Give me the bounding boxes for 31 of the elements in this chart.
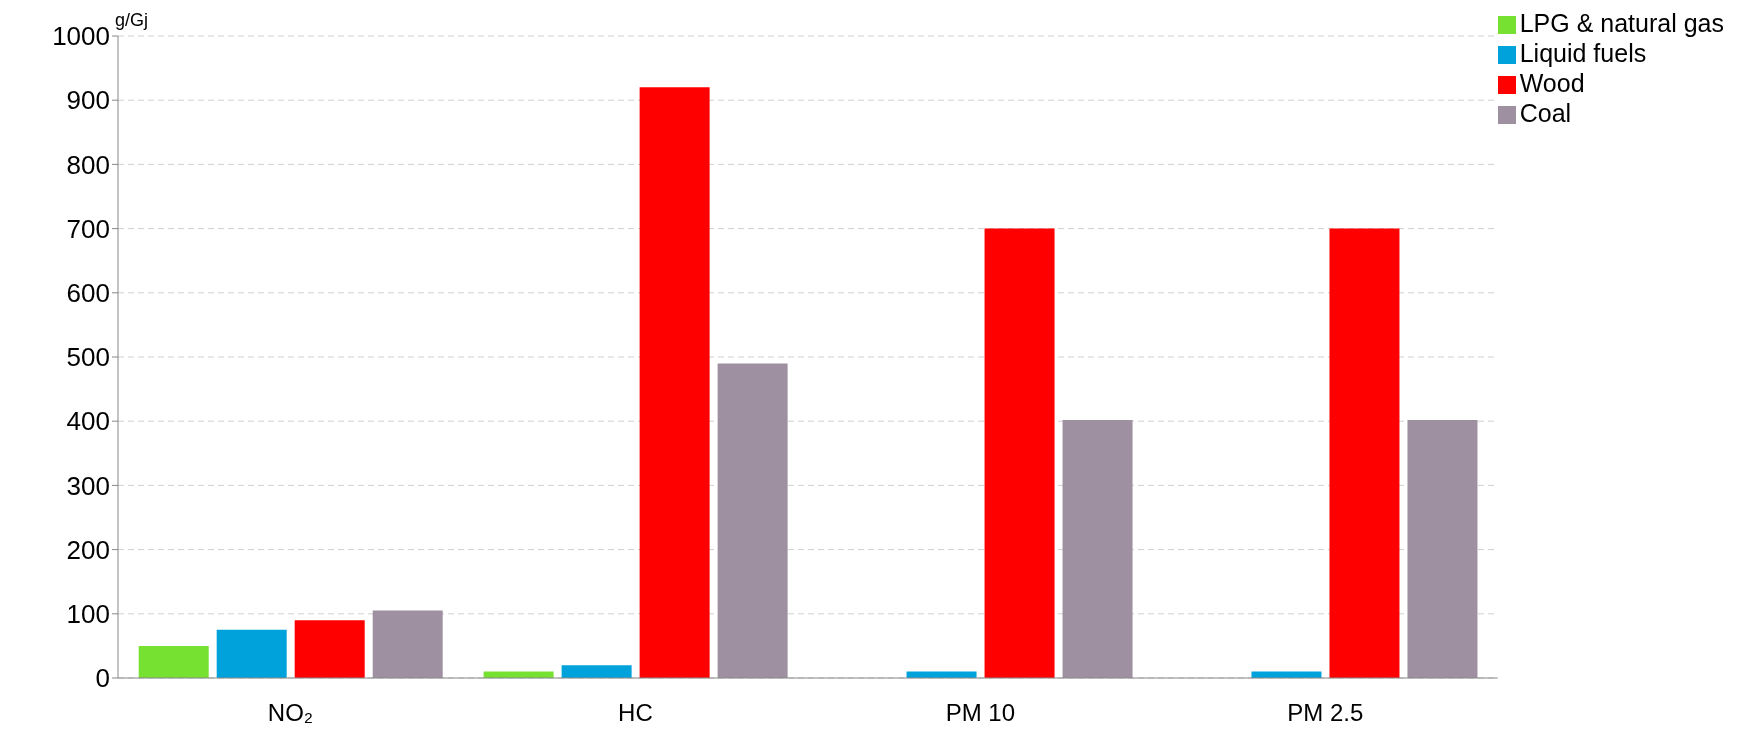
bar (216, 629, 287, 678)
legend-label: Coal (1519, 99, 1572, 127)
y-tick-label: 500 (66, 342, 110, 373)
y-tick-label: 0 (95, 663, 110, 694)
y-tick-label: 600 (66, 278, 110, 309)
y-axis-title: g/Gj (115, 9, 149, 30)
bar (1329, 228, 1400, 678)
y-tick-label: 300 (66, 470, 110, 501)
bar (561, 665, 632, 678)
bar (984, 228, 1055, 678)
legend-label: Liquid fuels (1519, 39, 1647, 67)
y-tick-label: 1000 (52, 21, 110, 52)
legend-label: LPG & natural gas (1519, 9, 1724, 37)
x-tick-label: PM 2.5 (1287, 699, 1364, 727)
y-tick-label: 900 (66, 85, 110, 116)
y-tick-label: 700 (66, 213, 110, 244)
bar (138, 645, 209, 678)
y-tick-label: 400 (66, 406, 110, 437)
bar (639, 87, 710, 678)
x-tick-label: HC (618, 699, 653, 727)
legend-label: Wood (1519, 69, 1585, 97)
y-tick-label: 100 (66, 599, 110, 630)
x-tick-label: NO₂ (267, 699, 314, 727)
x-tick-label: PM 10 (945, 699, 1015, 727)
bar (294, 620, 365, 678)
bar (372, 610, 443, 678)
bar (1062, 419, 1133, 678)
bar (1407, 419, 1478, 678)
y-tick-label: 200 (66, 534, 110, 565)
y-tick-label: 800 (66, 149, 110, 180)
bar (717, 363, 788, 678)
